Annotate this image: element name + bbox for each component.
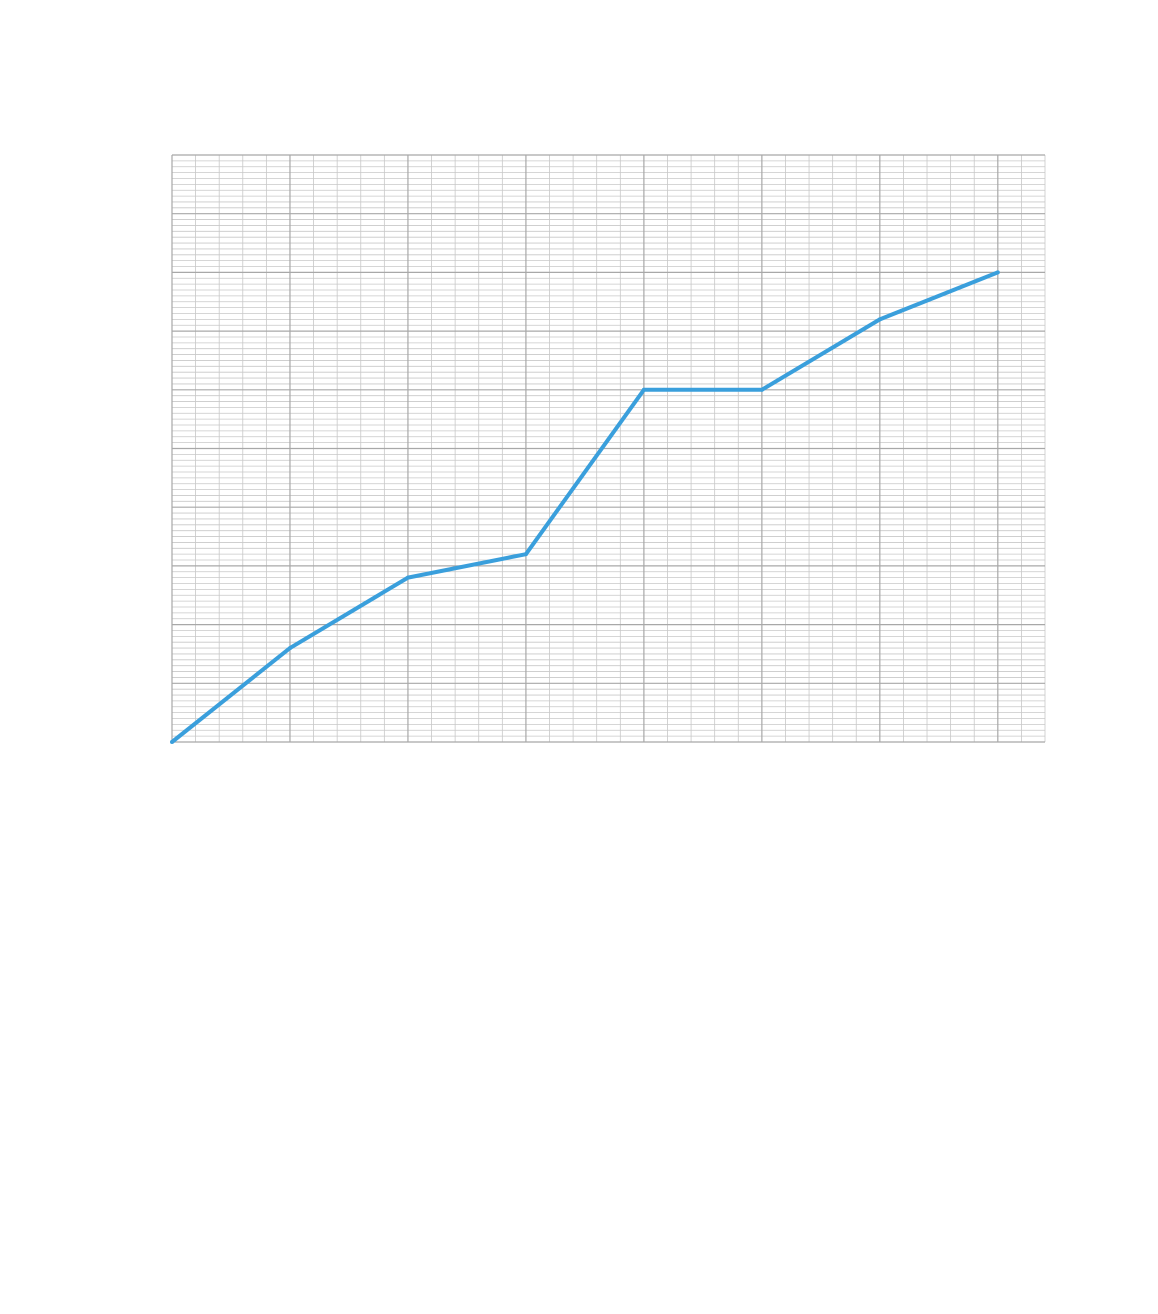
data-point bbox=[642, 388, 646, 392]
data-point bbox=[878, 317, 882, 321]
data-point bbox=[760, 388, 764, 392]
data-point bbox=[524, 552, 528, 556]
data-point bbox=[288, 646, 292, 650]
data-point bbox=[406, 576, 410, 580]
data-point bbox=[170, 740, 174, 744]
data-point bbox=[996, 270, 1000, 274]
